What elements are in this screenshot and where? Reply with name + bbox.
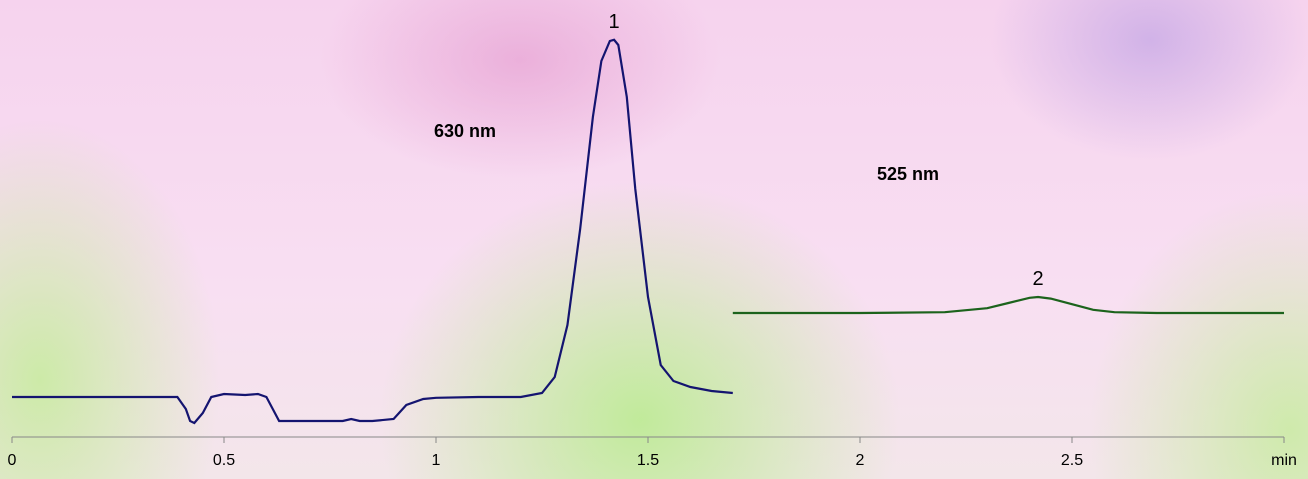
x-tick-label: 1 bbox=[432, 452, 441, 469]
series-label: 630 nm bbox=[434, 121, 496, 141]
series-label: 525 nm bbox=[877, 164, 939, 184]
x-tick-label: 1.5 bbox=[637, 452, 659, 469]
peak-label: 1 bbox=[609, 11, 620, 33]
x-tick-label: 2.5 bbox=[1061, 452, 1083, 469]
x-tick-label: 0.5 bbox=[213, 452, 235, 469]
series-line bbox=[732, 295, 1284, 315]
peak-label: 2 bbox=[1033, 268, 1044, 290]
x-tick-label: 0 bbox=[8, 452, 17, 469]
x-tick-label: min bbox=[1271, 452, 1297, 469]
x-tick-label: 2 bbox=[856, 452, 865, 469]
series-line bbox=[12, 38, 733, 425]
